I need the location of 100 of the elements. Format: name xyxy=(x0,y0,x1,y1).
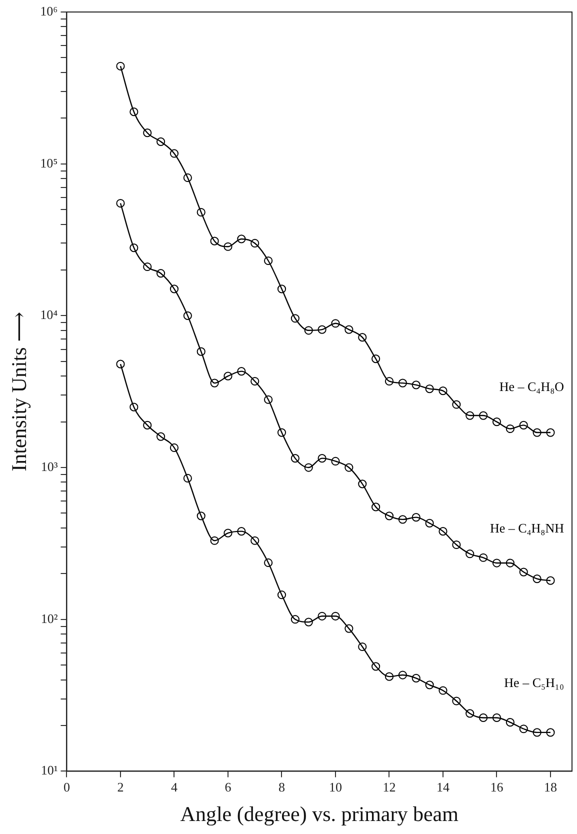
point xyxy=(358,333,367,342)
point xyxy=(170,284,179,294)
point xyxy=(519,420,528,430)
point xyxy=(506,718,514,727)
point xyxy=(237,527,246,536)
x-tick-label: 4 xyxy=(170,779,178,794)
point xyxy=(250,238,260,248)
x-tick-label: 18 xyxy=(544,779,557,794)
point xyxy=(438,686,448,695)
point xyxy=(116,360,125,368)
point xyxy=(452,400,461,409)
x-tick-label: 16 xyxy=(490,779,504,794)
point xyxy=(519,724,528,734)
point xyxy=(130,243,138,252)
point xyxy=(143,128,152,138)
point xyxy=(506,558,514,568)
x-axis-title: Angle (degree) vs. primary beam xyxy=(180,802,458,826)
point xyxy=(384,376,394,386)
point xyxy=(264,256,273,266)
point xyxy=(372,502,380,512)
y-tick-label: 10⁵ xyxy=(40,155,58,170)
point xyxy=(412,380,420,390)
series-label: He – C₄H₈O xyxy=(499,379,564,394)
point xyxy=(479,553,488,562)
point xyxy=(398,670,407,680)
x-tick-label: 12 xyxy=(382,779,396,794)
point xyxy=(318,325,326,334)
point xyxy=(277,284,286,294)
point xyxy=(183,311,192,320)
point xyxy=(372,354,380,364)
point xyxy=(143,420,152,430)
point xyxy=(532,574,542,584)
point xyxy=(304,618,313,626)
point xyxy=(412,674,420,682)
point xyxy=(344,325,354,334)
point xyxy=(224,528,232,538)
point xyxy=(196,347,206,356)
point xyxy=(156,137,166,146)
point xyxy=(116,198,125,208)
point xyxy=(546,428,555,437)
y-tick-label: 10⁴ xyxy=(40,307,58,322)
point xyxy=(466,411,474,420)
point xyxy=(264,395,273,404)
x-tick-label: 6 xyxy=(224,779,232,794)
point xyxy=(116,62,125,70)
point xyxy=(331,612,340,620)
point xyxy=(210,536,219,545)
point xyxy=(290,314,300,323)
point xyxy=(143,262,152,272)
point xyxy=(156,269,166,278)
point xyxy=(196,208,206,217)
point xyxy=(425,518,434,528)
x-tick-label: 8 xyxy=(278,779,285,794)
point xyxy=(264,558,273,568)
point xyxy=(466,550,474,558)
point xyxy=(170,149,179,158)
point xyxy=(546,576,555,585)
x-tick-label: 10 xyxy=(328,779,342,794)
point xyxy=(290,615,300,624)
point xyxy=(479,713,488,722)
point xyxy=(452,696,461,706)
x-tick-label: 0 xyxy=(63,779,70,794)
point xyxy=(519,568,528,576)
point xyxy=(546,728,555,737)
point xyxy=(398,378,407,388)
y-axis-title: Intensity Units ⟶ xyxy=(7,312,32,472)
point xyxy=(304,463,313,472)
x-tick-label: 14 xyxy=(436,779,450,794)
point xyxy=(183,173,192,182)
point xyxy=(384,512,394,520)
point xyxy=(170,443,179,452)
point xyxy=(479,411,488,420)
point xyxy=(318,454,326,463)
point xyxy=(344,624,354,633)
point xyxy=(384,672,394,681)
series-label: He – C₅H₁₀ xyxy=(504,675,564,690)
point xyxy=(398,515,407,524)
point xyxy=(331,319,340,328)
point xyxy=(412,513,420,522)
point xyxy=(492,558,502,568)
point xyxy=(250,536,260,545)
point xyxy=(532,728,542,737)
point xyxy=(438,386,448,396)
y-tick-label: 10³ xyxy=(40,458,58,474)
point xyxy=(358,480,367,488)
point xyxy=(277,428,286,437)
series-label: He – C₄H₈NH xyxy=(490,520,564,536)
point xyxy=(344,463,354,472)
point xyxy=(277,590,286,600)
point xyxy=(183,474,192,483)
point xyxy=(237,367,246,376)
point xyxy=(224,372,232,380)
point xyxy=(358,642,367,652)
point xyxy=(304,326,313,335)
point xyxy=(466,709,474,718)
y-tick-label: 10¹ xyxy=(40,762,58,778)
x-tick-label: 2 xyxy=(117,779,124,794)
point xyxy=(438,527,448,536)
point xyxy=(452,540,461,550)
point xyxy=(130,108,138,116)
